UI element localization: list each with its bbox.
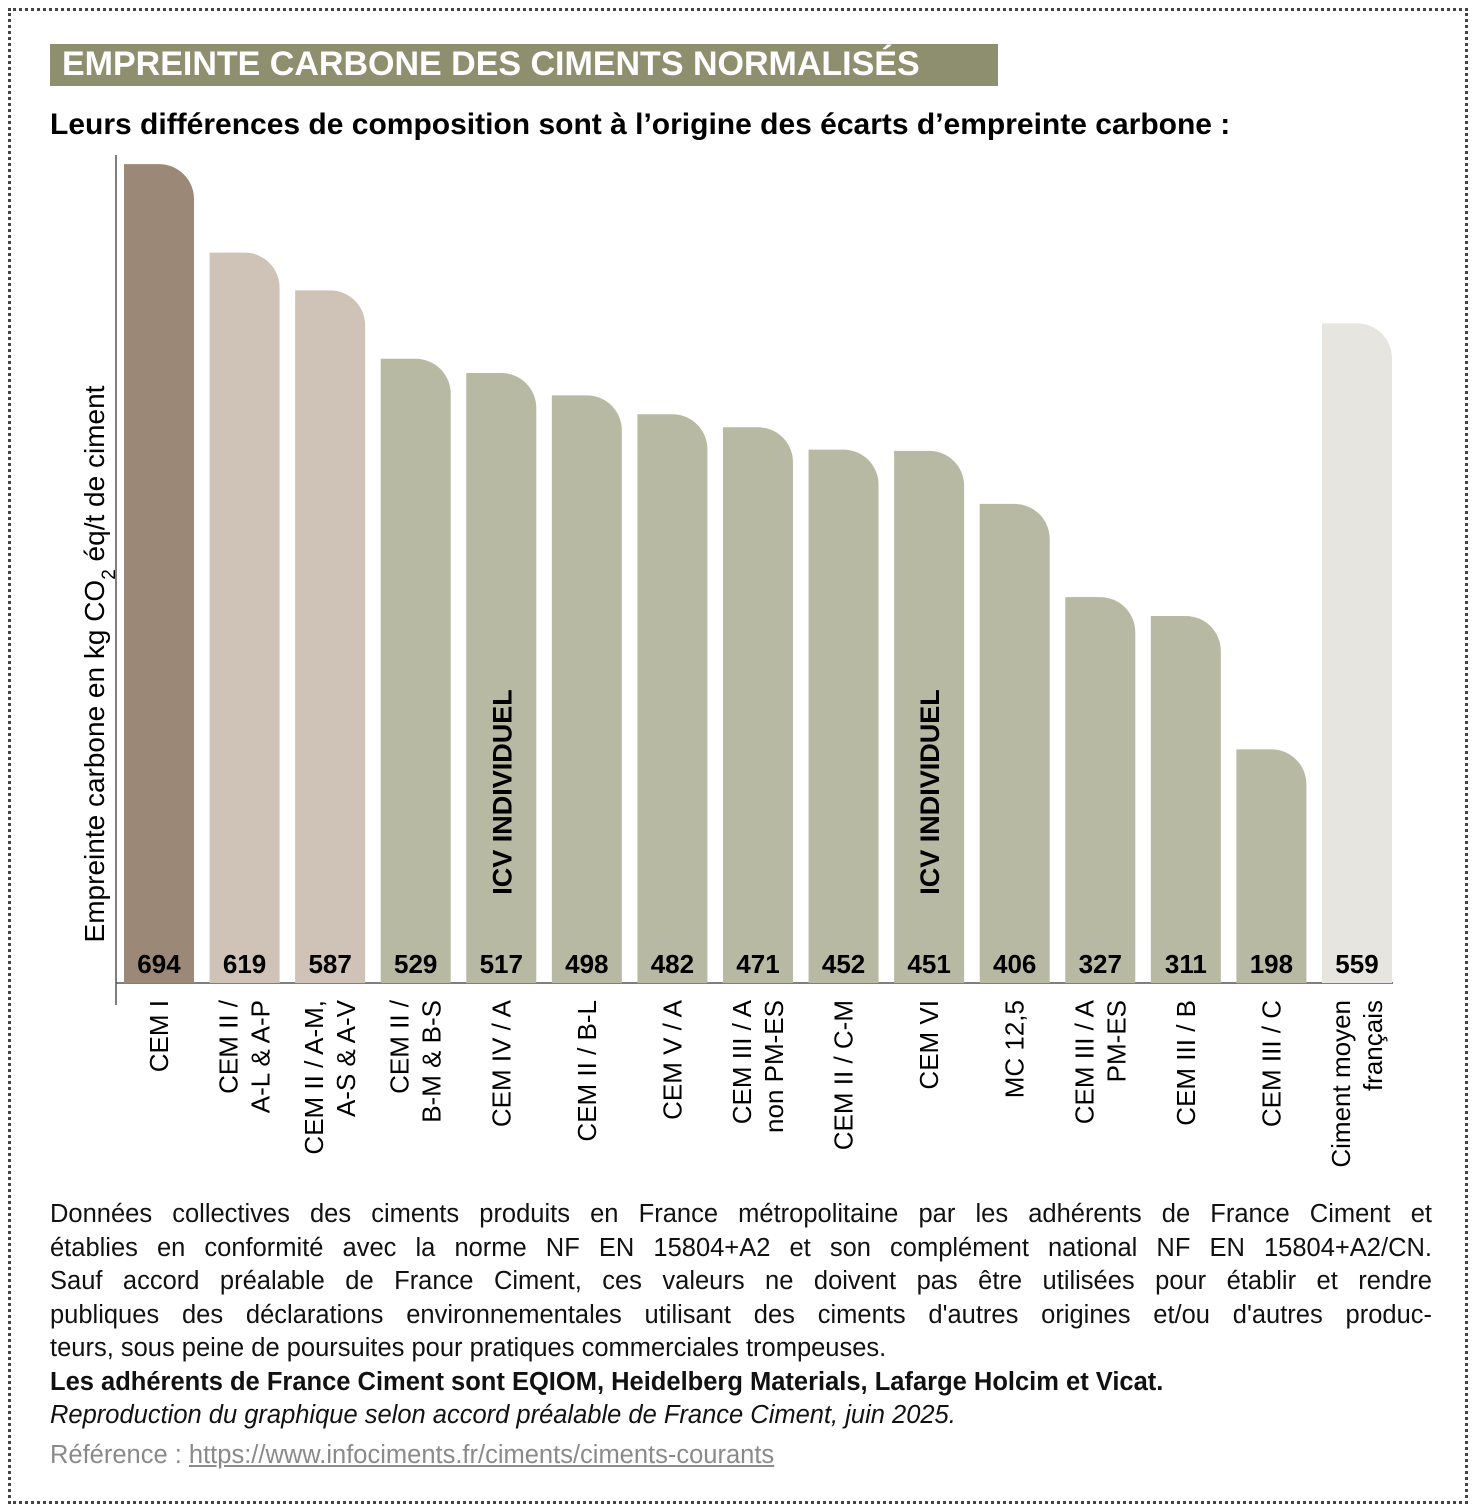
- bar: [1150, 616, 1221, 983]
- x-tick-label: CEM III / APM-ES: [1069, 999, 1131, 1124]
- x-tick-label: CEM IV / A: [486, 999, 516, 1127]
- value-label: 482: [651, 949, 694, 979]
- footer-line: teurs, sous peine de poursuites pour pra…: [50, 1334, 887, 1362]
- bar: [637, 414, 708, 983]
- bar-note: ICV INDIVIDUEL: [487, 689, 517, 895]
- bar: [466, 372, 537, 983]
- x-tick-label: Ciment moyenfrançais: [1326, 1000, 1388, 1168]
- x-tick-label-line: CEM II / B-L: [572, 1000, 602, 1142]
- y-axis-label-part: éq/t de ciment: [79, 385, 110, 569]
- footer-bold: Les adhérents de France Ciment sont EQIO…: [50, 1367, 1164, 1396]
- x-tick-label: CEM II / A-M,A-S & A-V: [299, 999, 361, 1154]
- bar: [1065, 597, 1136, 983]
- footer-line: établies en conformité avec la norme NF …: [50, 1233, 1432, 1262]
- footer-line: Données collectives des ciments produits…: [50, 1200, 1432, 1228]
- x-tick-label-line: MC 12,5: [1000, 1000, 1030, 1098]
- x-tick-label-line: CEM II /: [385, 999, 415, 1094]
- value-label: 311: [1165, 949, 1207, 979]
- value-label: 406: [993, 949, 1036, 979]
- bar: [1236, 749, 1307, 983]
- x-tick-label-line: CEM III / B: [1171, 1000, 1201, 1126]
- x-tick-label: CEM II /B-M & B-S: [385, 999, 447, 1123]
- value-label: 587: [308, 949, 351, 979]
- chart-title: EMPREINTE CARBONE DES CIMENTS NORMALISÉS: [62, 45, 920, 83]
- x-tick-label-line: CEM II / A-M,: [299, 1000, 329, 1155]
- bar: [1321, 323, 1392, 983]
- x-tick-label-line: CEM III / A: [1069, 999, 1099, 1124]
- value-label: 327: [1079, 949, 1122, 979]
- bar: [209, 252, 280, 983]
- x-tick-label: CEM II / B-L: [572, 1000, 602, 1142]
- x-tick-label-line: CEM I: [144, 1000, 174, 1072]
- bar: [551, 395, 622, 983]
- value-label: 451: [907, 949, 950, 979]
- bar: [808, 449, 879, 983]
- x-tick-label-line: A-S & A-V: [331, 999, 361, 1117]
- bar: [979, 503, 1050, 983]
- x-tick-label: CEM III / C: [1256, 1000, 1286, 1127]
- x-tick-label-line: CEM II / C-M: [829, 1000, 859, 1150]
- y-axis-label: Empreinte carbone en kg CO2 éq/t de cime…: [79, 385, 120, 942]
- x-tick-label-line: PM-ES: [1101, 1000, 1131, 1082]
- x-tick-label: CEM III / Anon PM-ES: [727, 999, 789, 1133]
- x-tick-label-line: non PM-ES: [759, 1000, 789, 1133]
- bar: [380, 358, 451, 983]
- x-tick-label: CEM I: [144, 1000, 174, 1072]
- chart-subtitle: Leurs différences de composition sont à …: [50, 108, 1230, 141]
- value-label: 198: [1250, 949, 1293, 979]
- x-tick-label-line: CEM II /: [214, 999, 244, 1094]
- footer: Données collectives des ciments produits…: [50, 1198, 1432, 1472]
- bar-note: ICV INDIVIDUEL: [915, 689, 945, 895]
- reference-link[interactable]: https://www.infociments.fr/ciments/cimen…: [188, 1440, 775, 1469]
- reference: Référence : https://www.infociments.fr/c…: [50, 1439, 1432, 1473]
- x-tick-label-line: Ciment moyen: [1326, 1000, 1356, 1168]
- footer-italic: Reproduction du graphique selon accord p…: [50, 1401, 956, 1429]
- bar: [295, 290, 366, 984]
- chart: EMPREINTE CARBONE DES CIMENTS NORMALISÉS…: [50, 44, 1393, 1168]
- x-tick-label: CEM II /A-L & A-P: [214, 999, 276, 1113]
- value-label: 559: [1335, 949, 1378, 979]
- value-label: 529: [394, 949, 437, 979]
- value-label: 452: [822, 949, 865, 979]
- frame: [8, 8, 1468, 1504]
- value-label: 471: [736, 949, 779, 979]
- value-label: 498: [565, 949, 608, 979]
- footer-line: publiques des déclarations environnement…: [50, 1300, 1432, 1329]
- x-tick-label-line: CEM VI: [914, 1000, 944, 1090]
- bar: [894, 450, 965, 983]
- x-tick-label-line: français: [1358, 1000, 1388, 1091]
- footer-line: Sauf accord préalable de France Ciment, …: [50, 1267, 1432, 1295]
- x-tick-label-line: A-L & A-P: [246, 1000, 276, 1113]
- value-label: 517: [480, 949, 523, 979]
- x-tick-label: CEM II / C-M: [829, 1000, 859, 1150]
- x-tick-label-line: CEM III / C: [1256, 1000, 1286, 1127]
- x-tick-label-line: B-M & B-S: [417, 1000, 447, 1123]
- x-tick-label: MC 12,5: [1000, 1000, 1030, 1098]
- x-tick-label-line: CEM IV / A: [486, 999, 516, 1127]
- x-tick-label: CEM V / A: [657, 999, 687, 1120]
- bar: [124, 164, 194, 983]
- footer-paragraph: Données collectives des ciments produits…: [50, 1198, 1432, 1366]
- bar: [722, 427, 793, 984]
- reference-label: Référence :: [50, 1440, 189, 1469]
- y-axis-label-part: Empreinte carbone en kg CO: [79, 580, 110, 943]
- x-tick-label: CEM VI: [914, 1000, 944, 1090]
- x-tick-label-line: CEM III / A: [727, 999, 757, 1124]
- value-label: 619: [223, 949, 266, 979]
- y-axis-label-sub: 2: [99, 569, 120, 580]
- x-tick-label-line: CEM V / A: [657, 999, 687, 1120]
- value-label: 694: [137, 949, 181, 979]
- x-tick-label: CEM III / B: [1171, 1000, 1201, 1126]
- title-box: [50, 44, 998, 86]
